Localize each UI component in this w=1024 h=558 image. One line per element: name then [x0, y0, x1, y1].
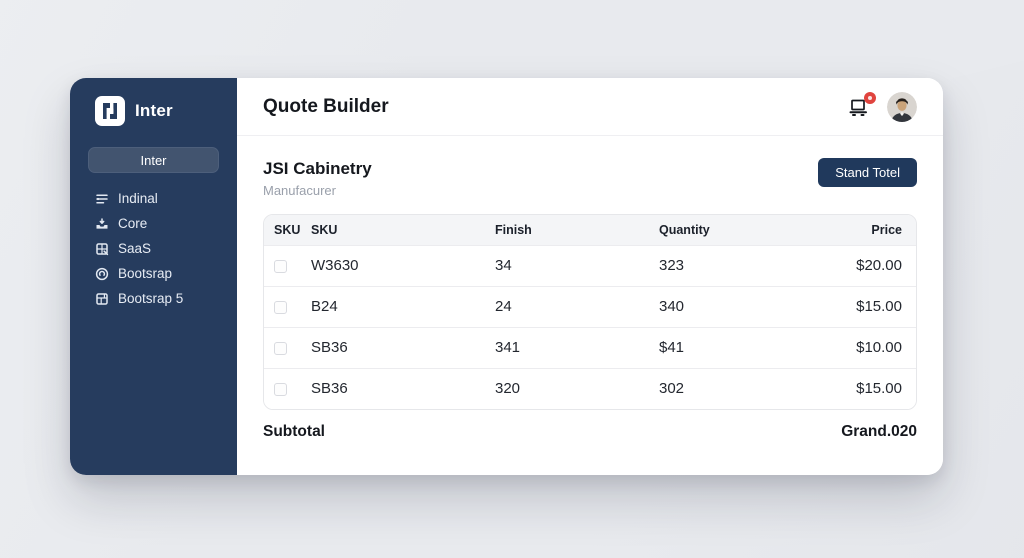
table-row: W3630 34 323 $20.00	[264, 244, 916, 286]
cart-button[interactable]	[847, 91, 876, 119]
column-header-select: SKU	[264, 215, 311, 245]
manufacturer-header: JSI Cabinetry Manufacurer Stand Totel	[263, 158, 917, 198]
quote-table-container: SKU SKU Finish Quantity Price W3630 34	[263, 214, 917, 410]
inbox-icon	[95, 217, 109, 231]
sidebar-item-core[interactable]: Core	[70, 211, 237, 236]
column-header-finish: Finish	[495, 215, 659, 245]
cell-finish: 320	[495, 367, 659, 409]
table-row: B24 24 340 $15.00	[264, 285, 916, 327]
column-header-sku: SKU	[311, 215, 495, 245]
brand-logo-icon	[95, 96, 125, 126]
cell-price: $10.00	[806, 326, 916, 368]
row-checkbox[interactable]	[274, 259, 287, 273]
cell-sku: W3630	[311, 244, 495, 286]
grand-total-value: Grand.020	[841, 423, 917, 440]
sidebar-item-label: Bootsrap	[118, 266, 173, 281]
sidebar-item-indinal[interactable]: Indinal	[70, 186, 237, 211]
sidebar-item-label: Core	[118, 216, 148, 231]
list-icon	[95, 192, 109, 206]
app-window: Inter Inter Indinal Core	[70, 78, 943, 475]
sidebar-item-bootsrap-5[interactable]: Bootsrap 5	[70, 286, 237, 311]
topbar: Quote Builder	[237, 78, 943, 136]
cell-price: $15.00	[806, 367, 916, 409]
avatar[interactable]	[887, 91, 917, 122]
cart-notification-badge	[864, 91, 876, 104]
row-checkbox[interactable]	[274, 300, 287, 314]
cell-quantity: $41	[659, 326, 806, 368]
topbar-actions	[847, 91, 917, 122]
table-header-row: SKU SKU Finish Quantity Price	[264, 215, 916, 245]
circle-icon	[95, 267, 109, 281]
sidebar-item-inter-active[interactable]: Inter	[88, 147, 219, 173]
column-header-quantity: Quantity	[659, 215, 806, 245]
stand-totel-button[interactable]: Stand Totel	[818, 158, 917, 187]
table-row: SB36 320 302 $15.00	[264, 367, 916, 409]
sidebar-item-label: Bootsrap 5	[118, 291, 184, 306]
cart-icon	[849, 99, 867, 116]
manufacturer-info: JSI Cabinetry Manufacurer	[263, 158, 372, 198]
main-panel: Quote Builder	[237, 78, 943, 475]
manufacturer-label: Manufacurer	[263, 183, 336, 198]
row-checkbox[interactable]	[274, 382, 287, 396]
cell-finish: 341	[495, 326, 659, 368]
cell-quantity: 302	[659, 367, 806, 409]
sidebar-item-label: SaaS	[118, 241, 152, 256]
row-checkbox[interactable]	[274, 341, 287, 355]
quote-content: JSI Cabinetry Manufacurer Stand Totel SK…	[237, 136, 943, 475]
cell-price: $15.00	[806, 285, 916, 327]
sidebar-item-saas[interactable]: SaaS	[70, 236, 237, 261]
sidebar-item-bootsrap[interactable]: Bootsrap	[70, 261, 237, 286]
cell-quantity: 340	[659, 285, 806, 327]
sidebar-nav: Indinal Core	[70, 186, 237, 311]
subtotal-label: Subtotal	[263, 423, 325, 440]
summary-row: Subtotal Grand.020	[263, 423, 917, 441]
cell-sku: SB36	[311, 326, 495, 368]
sidebar-item-label: Indinal	[118, 191, 158, 206]
table-row: SB36 341 $41 $10.00	[264, 326, 916, 368]
cell-sku: B24	[311, 285, 495, 327]
cell-finish: 24	[495, 285, 659, 327]
page-title: Quote Builder	[263, 95, 389, 117]
column-header-price: Price	[806, 215, 916, 245]
quote-table: SKU SKU Finish Quantity Price W3630 34	[264, 215, 916, 409]
manufacturer-name: JSI Cabinetry	[263, 159, 372, 178]
grid-pen-icon	[95, 242, 109, 256]
sidebar: Inter Inter Indinal Core	[70, 78, 237, 475]
cell-sku: SB36	[311, 367, 495, 409]
brand-name: Inter	[135, 101, 173, 120]
brand: Inter	[95, 96, 237, 126]
cell-finish: 34	[495, 244, 659, 286]
table-icon	[95, 292, 109, 306]
cell-quantity: 323	[659, 244, 806, 286]
cell-price: $20.00	[806, 244, 916, 286]
